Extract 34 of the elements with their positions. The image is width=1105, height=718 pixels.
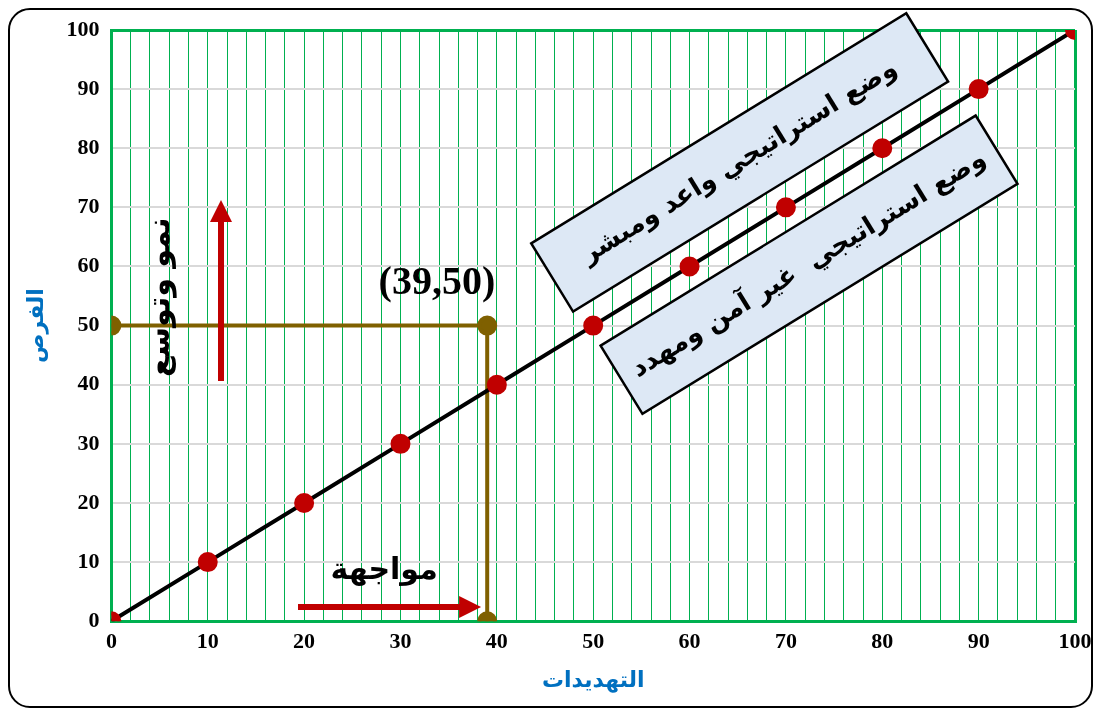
x-tick-label: 20 xyxy=(293,628,316,654)
x-tick-label: 30 xyxy=(389,628,412,654)
point xyxy=(294,492,315,513)
y-tick-label: 50 xyxy=(77,311,100,337)
point xyxy=(390,433,411,454)
y-tick-label: 90 xyxy=(77,74,100,100)
y-tick-label: 0 xyxy=(88,606,100,632)
y-tick-label: 100 xyxy=(66,15,100,41)
point xyxy=(197,552,218,573)
y-tick-label: 60 xyxy=(77,252,100,278)
y-axis-title: الفرص xyxy=(22,288,49,364)
x-tick-label: 60 xyxy=(678,628,701,654)
x-tick-label: 10 xyxy=(196,628,219,654)
point xyxy=(872,138,893,159)
point xyxy=(968,79,989,100)
point xyxy=(583,315,604,336)
point xyxy=(486,374,507,395)
x-tick-label: 40 xyxy=(485,628,508,654)
y-tick-label: 70 xyxy=(77,193,100,219)
x-tick-label: 0 xyxy=(105,628,117,654)
annotation: نمو وتوسع xyxy=(141,217,178,377)
y-tick-label: 80 xyxy=(77,133,100,159)
x-axis-title: التهديدات xyxy=(541,666,645,693)
x-tick-label: 90 xyxy=(967,628,990,654)
point xyxy=(679,256,700,277)
x-tick-label: 80 xyxy=(871,628,894,654)
y-tick-label: 40 xyxy=(77,370,100,396)
x-tick-label: 70 xyxy=(774,628,797,654)
x-tick-label: 50 xyxy=(582,628,605,654)
y-tick-label: 20 xyxy=(77,488,100,514)
y-tick-label: 10 xyxy=(77,547,100,573)
y-tick-label: 30 xyxy=(77,429,100,455)
point xyxy=(775,197,796,218)
x-tick-label: 100 xyxy=(1058,628,1092,654)
